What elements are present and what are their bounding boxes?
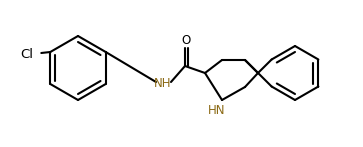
Text: HN: HN bbox=[208, 103, 226, 117]
Text: Cl: Cl bbox=[20, 47, 33, 61]
Text: O: O bbox=[182, 34, 191, 46]
Text: NH: NH bbox=[154, 76, 172, 90]
